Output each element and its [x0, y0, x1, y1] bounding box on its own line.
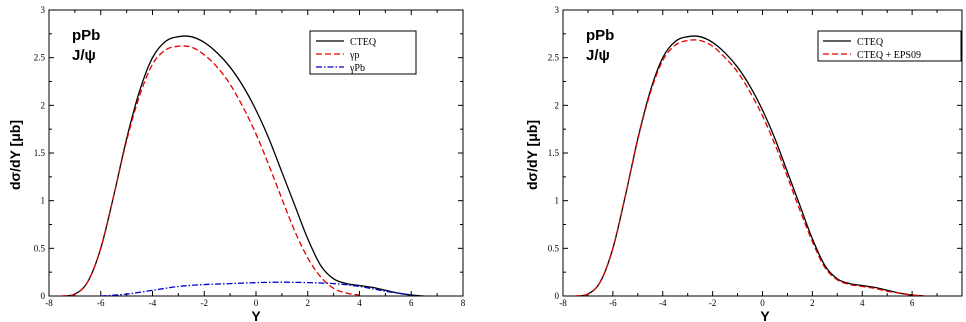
y-tick-label: 2.5 — [34, 53, 46, 63]
x-axis-label: Y — [760, 308, 770, 322]
y-axis-label: dσ/dY [μb] — [524, 120, 540, 190]
x-tick-label: 0 — [760, 298, 765, 308]
x-tick-label: -4 — [149, 298, 157, 308]
x-tick-label: -8 — [45, 298, 53, 308]
y-tick-label: 1.5 — [548, 148, 560, 158]
x-tick-label: -8 — [559, 298, 567, 308]
y-tick-label: 0.5 — [34, 243, 46, 253]
panel-label-system: pPb — [586, 27, 614, 44]
chart-panel-right: -8 -6 -4 -2 0 2 4 6 0 0.5 1 1.5 2 2.5 3 pPb J/ψ Y dσ/d… — [524, 5, 963, 322]
y-tick-label: 3 — [555, 5, 560, 15]
y-tick-label: 1 — [555, 196, 560, 206]
legend-left: CTEQ γp γPb — [309, 30, 417, 75]
x-tick-label: 8 — [461, 298, 466, 308]
x-axis-label: Y — [251, 308, 261, 322]
panel-label-particle: J/ψ — [586, 47, 610, 64]
x-tick-label: -4 — [659, 298, 667, 308]
y-tick-label: 2 — [41, 100, 46, 110]
legend-label-cteq-eps09: CTEQ + EPS09 — [857, 50, 921, 61]
chart-panel-left: -8 -6 -4 -2 0 2 4 6 8 0 0.5 1 1.5 2 2.5 3 pPb J/ψ Y dσ/… — [7, 5, 466, 322]
series-line-cteq — [61, 35, 425, 296]
y-axis-label: dσ/dY [μb] — [7, 120, 23, 190]
y-tick-label: 1.5 — [34, 148, 46, 158]
y-tick-label: 2.5 — [548, 53, 560, 63]
y-tick-label: 0.5 — [548, 243, 560, 253]
x-tick-label: 4 — [357, 298, 362, 308]
x-tick-label: 6 — [409, 298, 414, 308]
x-tick-label: 4 — [860, 298, 865, 308]
y-tick-label: 0 — [555, 291, 560, 301]
y-tick-label: 0 — [41, 291, 46, 301]
chart-marks-left: -8 -6 -4 -2 0 2 4 6 8 0 0.5 1 1.5 2 2.5 3 — [34, 5, 466, 308]
x-tick-label: -2 — [709, 298, 717, 308]
legend-label-gamma-p: γp — [349, 50, 359, 61]
series-line-γp — [61, 45, 360, 296]
series-line-cteq-eps09 — [575, 39, 925, 296]
x-tick-label: 2 — [306, 298, 311, 308]
panel-label-system: pPb — [72, 27, 100, 44]
legend-box — [817, 30, 962, 62]
legend-label-gamma-pb: γPb — [349, 63, 365, 74]
legend-right: CTEQ CTEQ + EPS09 — [817, 30, 962, 62]
x-tick-label: 6 — [910, 298, 915, 308]
y-tick-label: 2 — [555, 100, 560, 110]
series-line-cteq — [575, 35, 925, 296]
x-tick-label: 0 — [254, 298, 259, 308]
y-tick-label: 3 — [41, 5, 46, 15]
x-tick-label: -6 — [97, 298, 105, 308]
y-tick-label: 1 — [41, 196, 46, 206]
legend-label-cteq: CTEQ — [857, 37, 884, 48]
x-tick-label: -2 — [201, 298, 209, 308]
x-tick-label: -6 — [609, 298, 617, 308]
panel-label-particle: J/ψ — [72, 47, 96, 64]
chart-marks-right: -8 -6 -4 -2 0 2 4 6 0 0.5 1 1.5 2 2.5 3 — [548, 5, 963, 308]
legend-label-cteq: CTEQ — [350, 37, 377, 48]
x-tick-label: 2 — [810, 298, 815, 308]
